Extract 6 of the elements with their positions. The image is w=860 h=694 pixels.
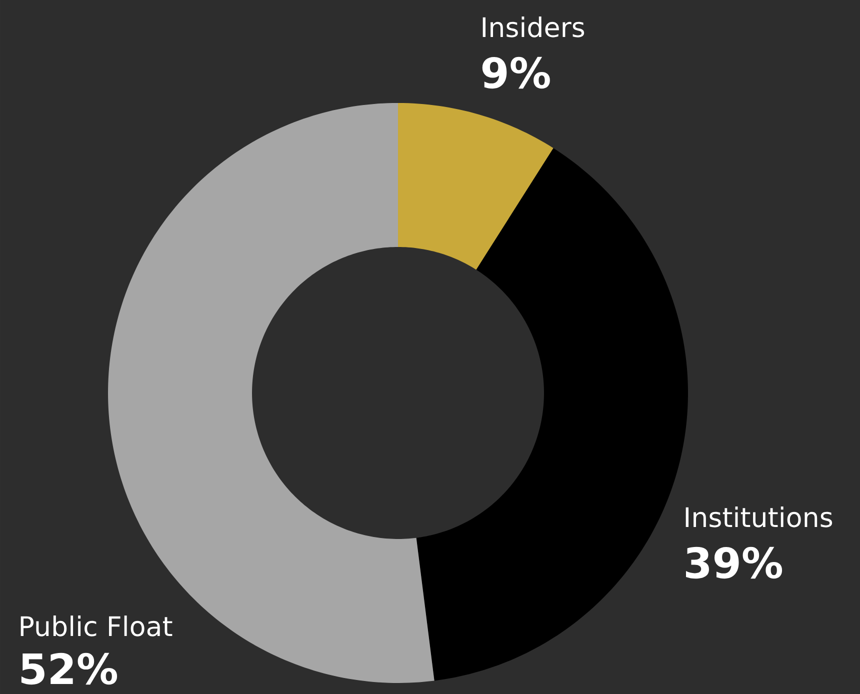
slice-label: Institutions [686,506,832,528]
slice-label: Public Float [20,616,172,636]
slice-label: Insiders [482,16,584,38]
data-label: 52% [21,652,118,685]
data-label: 39% [686,546,782,579]
data-label: 9% [482,56,550,89]
